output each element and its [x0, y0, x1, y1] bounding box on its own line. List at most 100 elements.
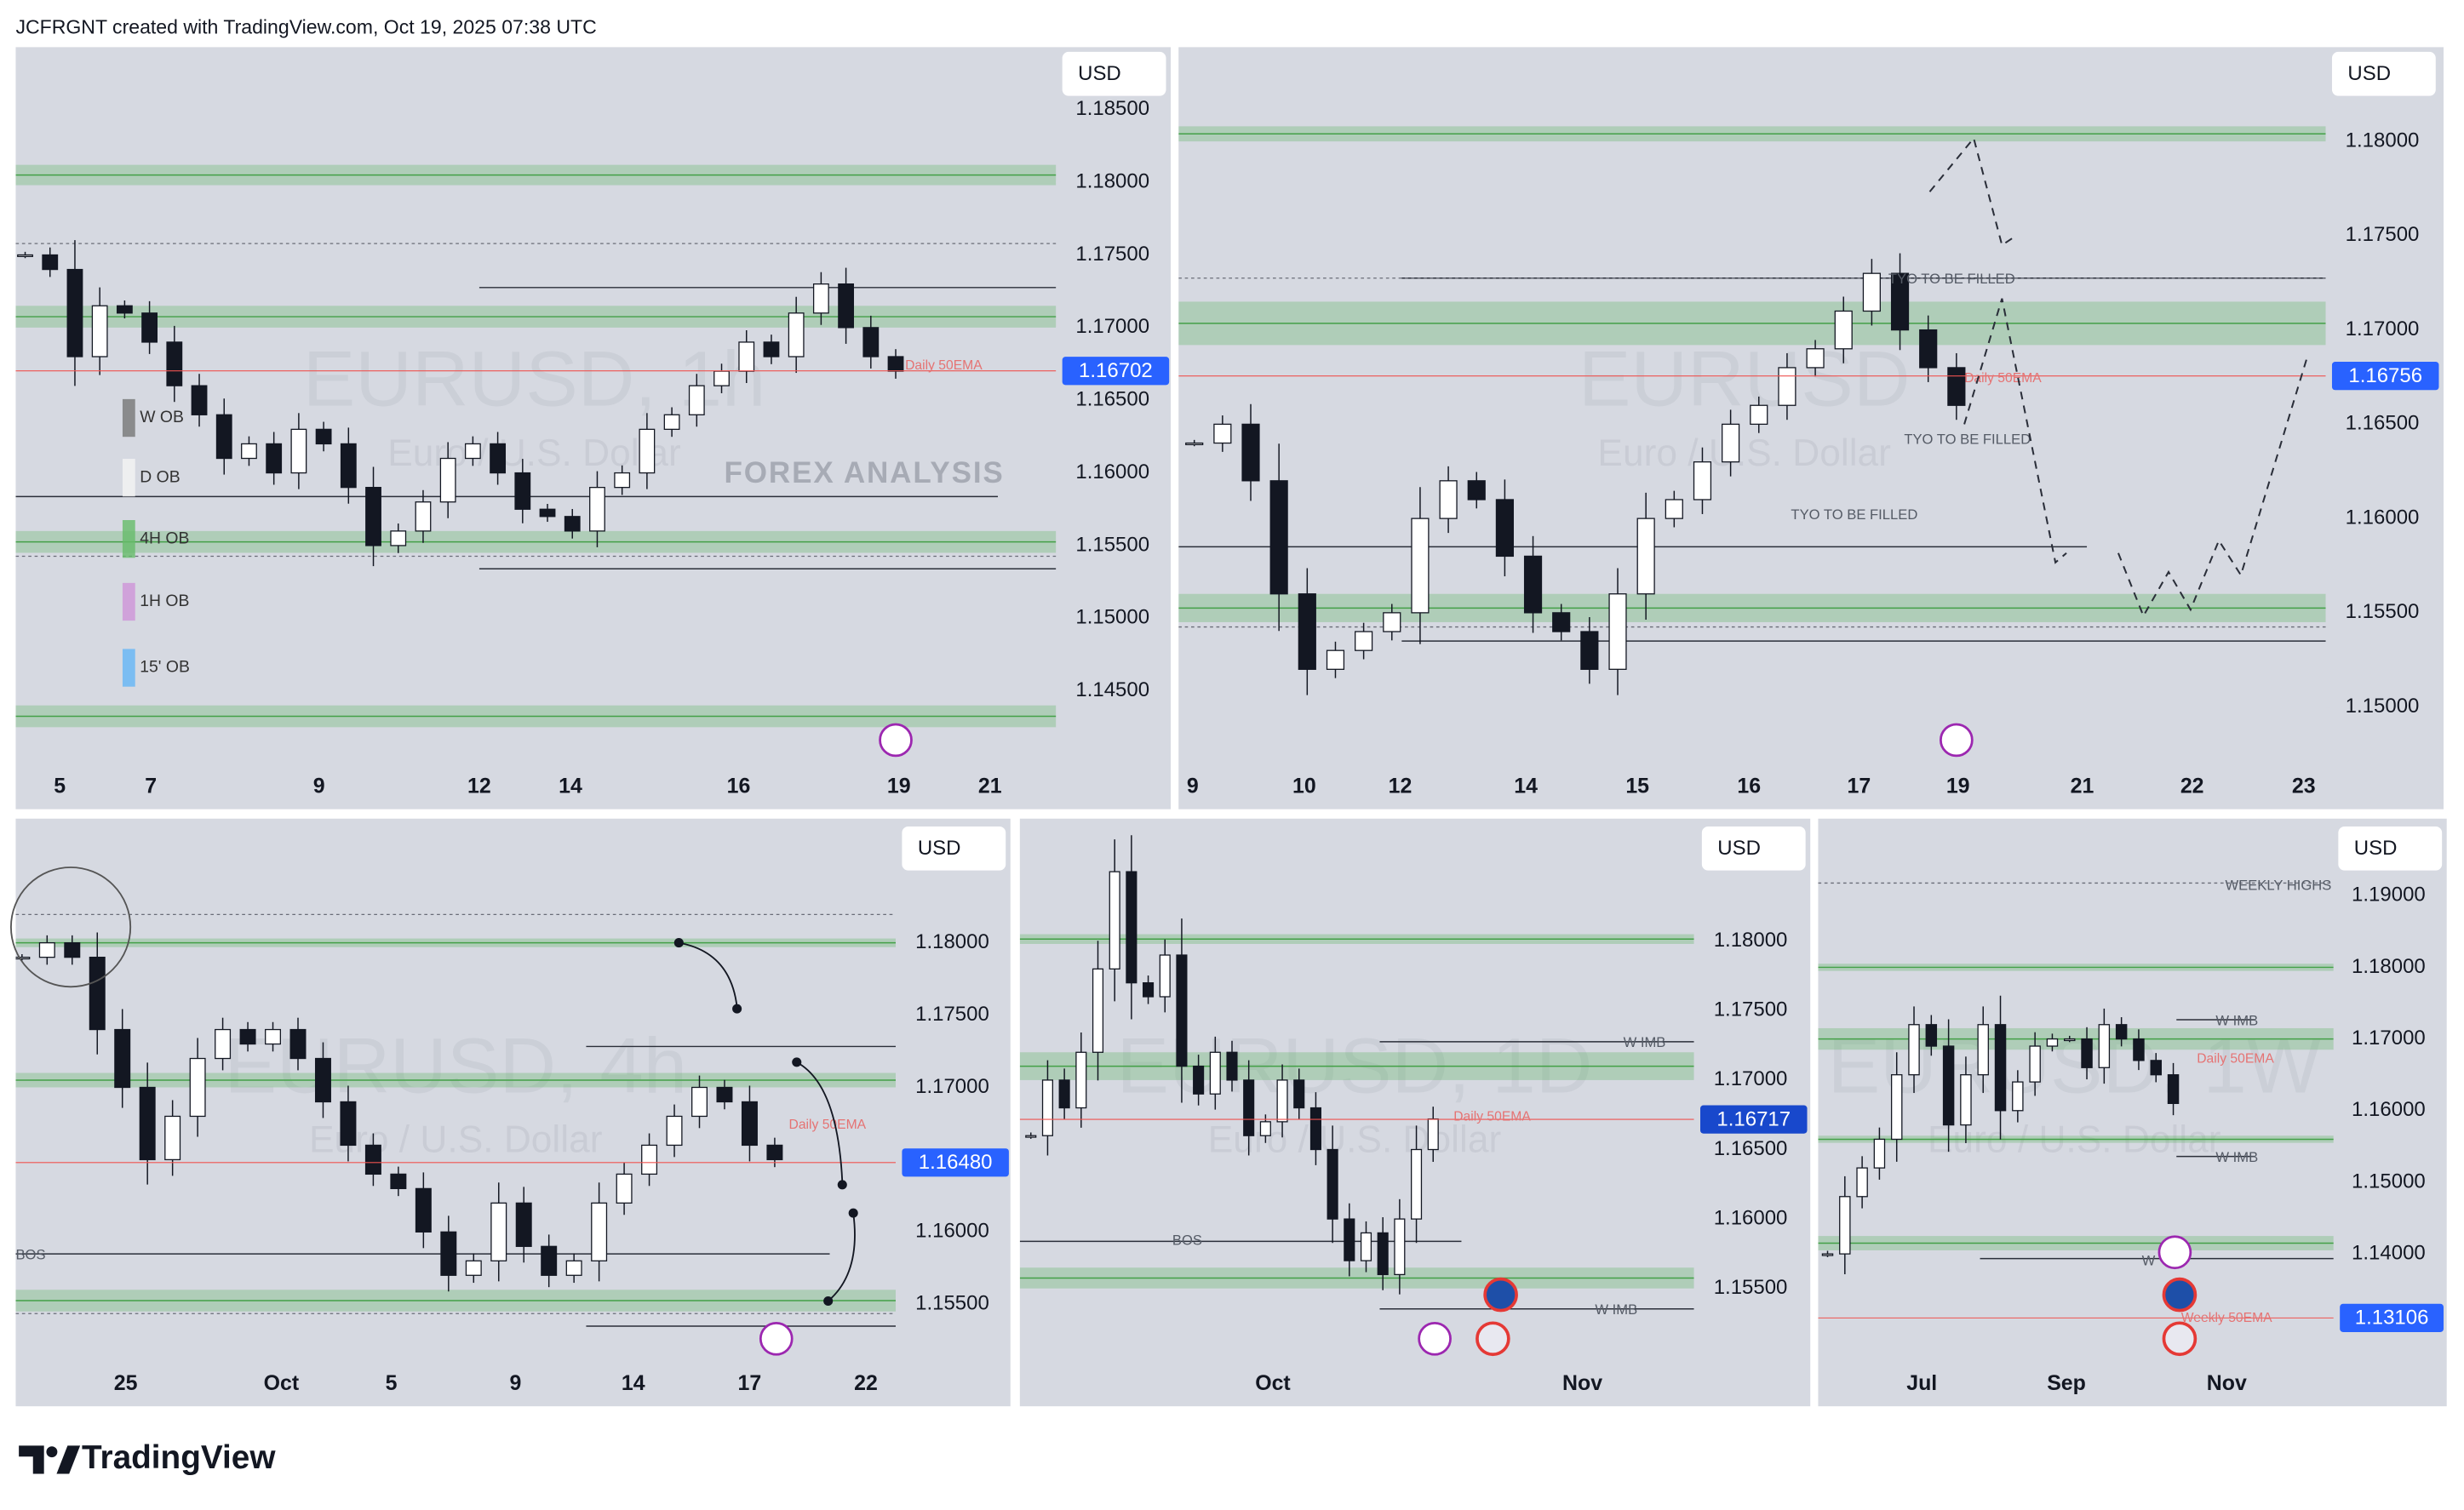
candle	[439, 457, 456, 503]
candle	[1092, 968, 1104, 1053]
candle	[15, 956, 31, 960]
currency-label: USD	[1717, 837, 1761, 860]
candle	[1873, 1138, 1886, 1169]
last-price-box	[2340, 1303, 2444, 1332]
plot-area: EURUSD, 1h Euro / U.S. Dollar	[15, 164, 1057, 728]
legend-swatch	[122, 459, 135, 497]
price-label: 1.16000	[915, 1220, 989, 1243]
arrow-path	[679, 941, 738, 1008]
arrow-dot	[823, 1296, 834, 1307]
candle	[64, 942, 81, 958]
candle	[1523, 555, 1543, 614]
watermark-subtitle: Euro / U.S. Dollar	[1208, 1119, 1502, 1161]
event-icons	[759, 723, 2198, 1357]
date-label: 17	[1848, 774, 1871, 798]
date-label: 19	[887, 774, 911, 798]
date-label: Jul	[1906, 1371, 1937, 1395]
candle	[2115, 1024, 2128, 1040]
candle	[1226, 1051, 1238, 1081]
chart-panel: EURUSD, 1D Euro / U.S. Dollar 1.18000 1.175…	[1019, 818, 1811, 1407]
candle	[415, 501, 432, 532]
candle	[1213, 423, 1232, 444]
candle	[591, 1202, 608, 1261]
date-label: Oct	[1255, 1371, 1291, 1395]
legend-swatch	[122, 398, 135, 438]
price-label: 1.16500	[1075, 388, 1149, 411]
annotation: W IMB	[1624, 1034, 1666, 1050]
candle	[1269, 480, 1288, 595]
arrow-dot	[732, 1004, 742, 1014]
candle	[1159, 954, 1171, 998]
price-label: 1.17000	[915, 1075, 989, 1098]
candle	[1025, 1135, 1037, 1138]
candle	[1360, 1232, 1372, 1261]
candle	[1383, 612, 1401, 632]
currency-label: USD	[918, 837, 961, 860]
candle	[116, 305, 133, 314]
candle	[641, 1144, 658, 1175]
candle	[166, 341, 183, 386]
candle	[1908, 1024, 1920, 1076]
candle	[1344, 1218, 1355, 1261]
currency-label: USD	[1078, 62, 1121, 85]
price-label: 1.14000	[2352, 1241, 2426, 1264]
candle	[265, 1028, 282, 1045]
candle	[1608, 593, 1627, 670]
annotation: W OB	[140, 408, 184, 426]
annotation: FOREX ANALYSIS	[725, 456, 1005, 489]
candle	[713, 370, 730, 386]
date-label: 5	[386, 1371, 398, 1395]
date-label: 5	[54, 774, 66, 798]
candle	[1041, 1079, 1053, 1136]
candle	[2081, 1038, 2093, 1068]
candle	[1994, 1024, 2007, 1112]
date-label: 12	[1389, 774, 1413, 798]
candle	[415, 1187, 432, 1233]
candle	[1778, 367, 1796, 406]
candle	[1259, 1121, 1271, 1136]
annotation: BOS	[15, 1246, 45, 1262]
candle	[1890, 272, 1910, 331]
date-label: 22	[854, 1371, 878, 1395]
candle	[1326, 649, 1345, 670]
candle	[1058, 1079, 1070, 1109]
price-label: 1.15500	[2346, 600, 2420, 623]
candle	[164, 1115, 181, 1161]
panel-background	[1019, 818, 1811, 1407]
price-label: 1.18000	[2352, 955, 2426, 978]
candle	[763, 341, 780, 357]
price-label: 1.18000	[915, 930, 989, 953]
watermark: EURUSD	[1579, 335, 1911, 423]
candle	[1394, 1218, 1406, 1276]
watermark-subtitle: Euro / U.S. Dollar	[1928, 1119, 2221, 1161]
candle	[1126, 871, 1137, 984]
annotation: D OB	[140, 467, 180, 486]
price-label: 1.16000	[1075, 460, 1149, 483]
candle	[2167, 1074, 2180, 1105]
annotation: Daily 50EMA	[1964, 371, 2042, 386]
chart-panel: EURUSD, 1h Euro / U.S. Dollar 1.18500 1.180…	[15, 47, 1172, 809]
candle	[2064, 1038, 2076, 1042]
candle	[1856, 1167, 1868, 1198]
candle	[490, 443, 507, 474]
candle	[565, 1260, 582, 1276]
annotation: 1H OB	[140, 592, 189, 610]
candle	[2029, 1045, 2041, 1083]
price-label: 1.16500	[1714, 1137, 1788, 1160]
candle	[191, 385, 208, 415]
candle	[766, 1144, 783, 1161]
date-label: 14	[1514, 774, 1538, 798]
date-label: Nov	[2207, 1371, 2247, 1395]
candle	[1193, 1065, 1205, 1095]
last-price-label: 1.16480	[919, 1151, 993, 1174]
candle	[266, 443, 283, 474]
candle	[1722, 423, 1740, 463]
candle	[1185, 442, 1204, 446]
price-label: 1.16000	[1714, 1206, 1788, 1229]
panel-background	[15, 818, 1011, 1407]
candle	[390, 1173, 407, 1190]
